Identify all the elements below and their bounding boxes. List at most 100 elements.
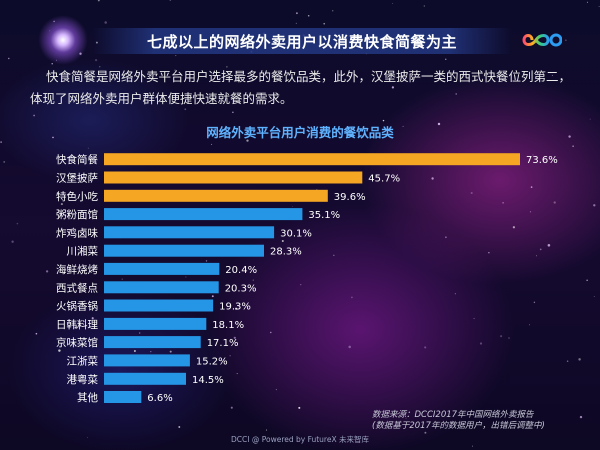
star-dot xyxy=(33,114,35,117)
star-dot xyxy=(586,279,588,281)
star-dot xyxy=(87,147,89,149)
star-dot xyxy=(547,244,551,247)
star-dot xyxy=(323,22,326,25)
star-dot xyxy=(423,5,425,7)
star-dot xyxy=(472,445,473,447)
bar xyxy=(104,153,520,166)
star-dot xyxy=(0,141,2,143)
star-dot xyxy=(333,254,335,256)
value-label: 28.3% xyxy=(270,247,302,258)
category-label: 炸鸡卤味 xyxy=(56,226,98,239)
bar xyxy=(104,244,264,257)
star-dot xyxy=(230,406,233,409)
star-dot xyxy=(233,336,236,339)
star-dot xyxy=(150,350,152,353)
star-dot xyxy=(589,118,591,120)
star-dot xyxy=(211,295,214,298)
star-dot xyxy=(212,102,215,105)
star-dot xyxy=(174,69,176,71)
star-dot xyxy=(391,86,395,89)
star-dot xyxy=(3,160,6,163)
value-label: 17.1% xyxy=(207,338,239,349)
value-label: 73.6% xyxy=(526,155,558,166)
star-dot xyxy=(508,337,510,339)
star-dot xyxy=(16,222,19,225)
bar xyxy=(104,391,142,403)
star-dot xyxy=(35,332,38,335)
glow-orb-icon xyxy=(38,15,88,65)
star-dot xyxy=(104,21,107,24)
star-dot xyxy=(437,122,441,126)
star-dot xyxy=(392,3,394,4)
star-dot xyxy=(431,177,434,180)
star-dot xyxy=(293,251,295,253)
star-dot xyxy=(382,119,385,122)
value-label: 30.1% xyxy=(280,228,312,239)
star-dot xyxy=(11,240,14,243)
star-dot xyxy=(533,301,536,304)
star-dot xyxy=(470,191,473,195)
star-dot xyxy=(424,346,427,349)
star-dot xyxy=(270,331,272,334)
star-dot xyxy=(62,181,64,183)
star-dot xyxy=(332,10,334,12)
source-line: (数据基于2017年的数据用户，出错后调整中) xyxy=(372,421,545,431)
star-dot xyxy=(300,284,302,286)
value-label: 35.1% xyxy=(308,210,340,221)
category-label: 川湘菜 xyxy=(67,245,99,258)
star-dot xyxy=(445,236,447,239)
star-dot xyxy=(307,15,310,17)
value-label: 39.6% xyxy=(334,192,366,203)
star-dot xyxy=(488,252,490,254)
star-dot xyxy=(79,324,82,327)
star-dot xyxy=(291,205,293,207)
value-label: 20.3% xyxy=(225,283,257,294)
star-dot xyxy=(598,5,600,7)
page-title: 七成以上的网络外卖用户以消费快食简餐为主 xyxy=(146,33,457,51)
star-dot xyxy=(551,74,553,77)
star-dot xyxy=(252,279,254,281)
value-label: 19.3% xyxy=(219,302,251,313)
star-dot xyxy=(133,349,136,353)
star-dot xyxy=(572,145,574,147)
star-dot xyxy=(405,417,407,419)
star-dot xyxy=(58,349,61,352)
star-dot xyxy=(73,355,77,359)
star-dot xyxy=(524,74,525,76)
star-dot xyxy=(185,276,187,278)
star-dot xyxy=(351,296,353,299)
star-dot xyxy=(94,58,98,62)
title-banner xyxy=(92,28,512,54)
star-dot xyxy=(536,255,537,257)
star-dot xyxy=(502,202,504,204)
star-dot xyxy=(454,293,456,295)
star-dot xyxy=(169,0,172,1)
star-dot xyxy=(91,317,94,320)
chart-title: 网络外卖平台用户消费的餐饮品类 xyxy=(206,125,394,140)
star-dot xyxy=(45,270,49,273)
star-dot xyxy=(226,66,228,68)
category-label: 港粤菜 xyxy=(67,373,99,386)
bar xyxy=(104,317,207,330)
value-label: 20.4% xyxy=(225,265,257,276)
category-label: 粥粉面馆 xyxy=(56,208,98,221)
star-dot xyxy=(99,66,101,68)
bar xyxy=(104,171,363,184)
star-dot xyxy=(397,413,399,415)
star-dot xyxy=(532,154,534,156)
star-dot xyxy=(530,186,533,188)
infinity-logo-icon xyxy=(522,33,562,47)
star-dot xyxy=(593,295,595,298)
star-dot xyxy=(529,324,530,326)
bar xyxy=(104,372,186,385)
star-dot xyxy=(359,197,361,199)
value-label: 15.2% xyxy=(196,356,228,367)
star-dot xyxy=(424,431,427,434)
star-dot xyxy=(473,317,475,320)
bar xyxy=(104,208,303,221)
star-dot xyxy=(445,58,447,60)
star-dot xyxy=(169,350,172,353)
star-dot xyxy=(64,214,67,216)
star-dot xyxy=(553,201,556,204)
